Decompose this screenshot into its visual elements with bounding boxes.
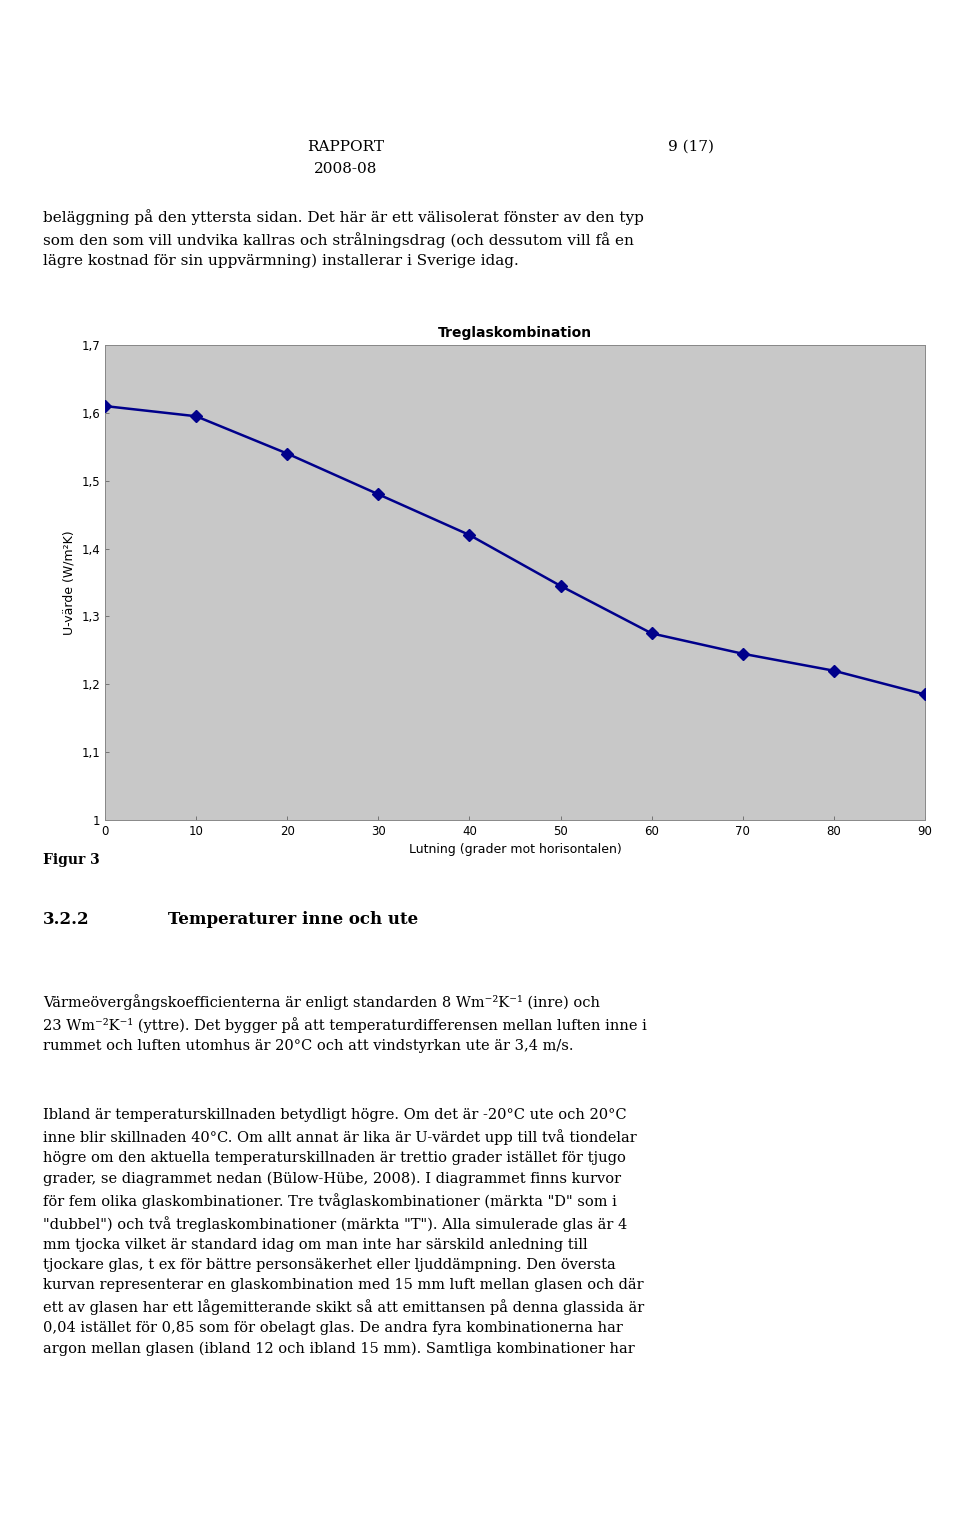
Text: Ibland är temperaturskillnaden betydligt högre. Om det är -20°C ute och 20°C
inn: Ibland är temperaturskillnaden betydligt… xyxy=(43,1108,644,1356)
Text: Temperaturer inne och ute: Temperaturer inne och ute xyxy=(168,911,419,927)
Text: 9 (17): 9 (17) xyxy=(668,140,714,153)
Text: Å: Å xyxy=(826,46,845,70)
X-axis label: Lutning (grader mot horisontalen): Lutning (grader mot horisontalen) xyxy=(409,844,621,856)
Text: RAPPORT: RAPPORT xyxy=(307,140,384,153)
Text: Värmeövergångskoefficienterna är enligt standarden 8 Wm⁻²K⁻¹ (inre) och
23 Wm⁻²K: Värmeövergångskoefficienterna är enligt … xyxy=(43,994,647,1053)
Y-axis label: U-värde (W/m²K): U-värde (W/m²K) xyxy=(62,530,76,635)
Text: Figur 3: Figur 3 xyxy=(43,853,100,867)
Text: 2008-08: 2008-08 xyxy=(314,162,377,176)
Title: Treglaskombination: Treglaskombination xyxy=(438,326,592,340)
Text: beläggning på den yttersta sidan. Det här är ett välisolerat fönster av den typ
: beläggning på den yttersta sidan. Det hä… xyxy=(43,209,644,267)
Text: 3.2.2: 3.2.2 xyxy=(43,911,90,927)
